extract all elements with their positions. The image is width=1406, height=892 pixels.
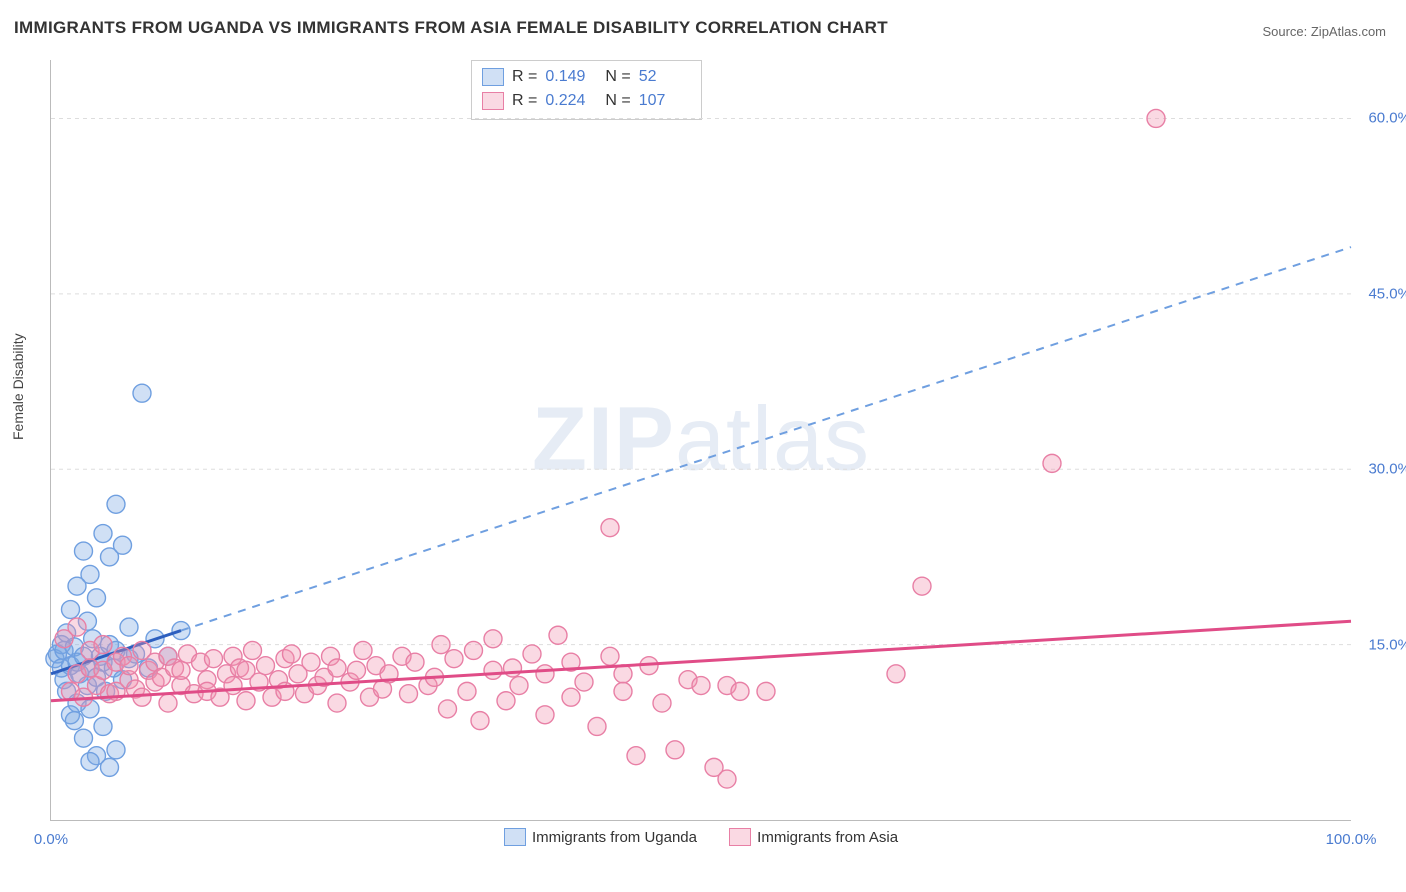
scatter-chart [51, 60, 1351, 820]
y-tick-label: 45.0% [1368, 285, 1406, 302]
swatch-uganda-icon [504, 828, 526, 846]
y-tick-label: 30.0% [1368, 461, 1406, 478]
legend-label-uganda: Immigrants from Uganda [532, 829, 697, 846]
legend-item-asia: Immigrants from Asia [729, 828, 898, 846]
legend-label-asia: Immigrants from Asia [757, 829, 898, 846]
plot-area: ZIPatlas R =0.149 N =52 R =0.224 N =107 … [50, 60, 1351, 821]
source-label: Source: ZipAtlas.com [1262, 24, 1386, 39]
legend-item-uganda: Immigrants from Uganda [504, 828, 697, 846]
bottom-legend: Immigrants from Uganda Immigrants from A… [51, 828, 1351, 850]
swatch-asia-icon [729, 828, 751, 846]
y-axis-label: Female Disability [10, 333, 26, 440]
y-tick-label: 60.0% [1368, 110, 1406, 127]
chart-title: IMMIGRANTS FROM UGANDA VS IMMIGRANTS FRO… [14, 18, 888, 38]
y-tick-label: 15.0% [1368, 636, 1406, 653]
